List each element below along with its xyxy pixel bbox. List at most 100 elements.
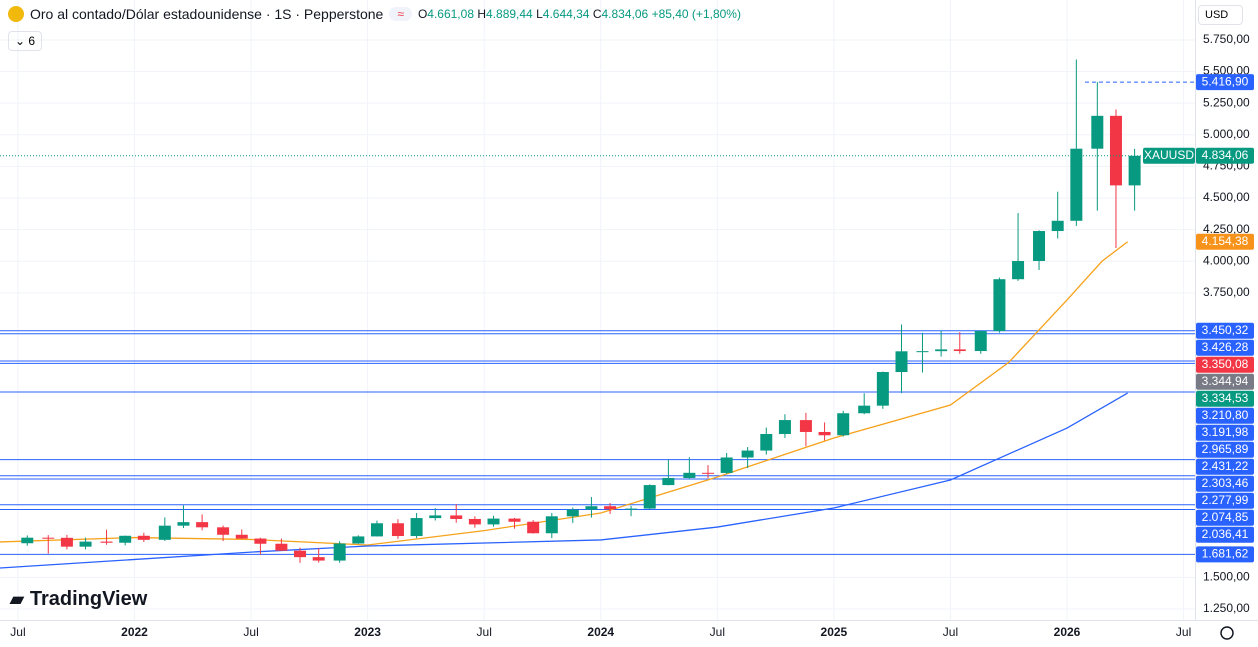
x-tick-label: 2023	[354, 625, 381, 639]
change: +85,40 (+1,80%)	[651, 7, 741, 21]
y-tick-label: 1.250,00	[1203, 601, 1250, 615]
candle-body	[429, 515, 442, 519]
candle-body	[312, 557, 325, 561]
candle-body	[858, 405, 871, 414]
level-label: 3.210,80	[1202, 408, 1249, 422]
candle-body	[468, 518, 481, 525]
candle-body	[1128, 155, 1141, 186]
level-label-bg	[1196, 356, 1254, 373]
x-tick-label: Jul	[1176, 625, 1191, 639]
ma-label-bg	[1196, 233, 1254, 250]
candle-body	[217, 527, 230, 535]
candle-body	[993, 279, 1006, 332]
candle-body	[333, 543, 346, 561]
candle-body	[1109, 115, 1122, 186]
close: 4.834,06	[601, 7, 649, 21]
candle-body	[837, 413, 850, 436]
candle-body	[702, 472, 715, 474]
candle-body	[760, 433, 773, 451]
settings-icon[interactable]	[1220, 626, 1234, 640]
candle-body	[1070, 148, 1083, 221]
level-label: 2.074,85	[1202, 510, 1249, 524]
candle-body	[196, 522, 209, 528]
low: 4.644,34	[542, 7, 590, 21]
candle-body	[158, 525, 171, 540]
level-label: 3.191,98	[1202, 425, 1249, 439]
x-tick-label: Jul	[477, 625, 492, 639]
level-label: 2.303,46	[1202, 476, 1249, 490]
x-tick-label: 2026	[1054, 625, 1081, 639]
candle-body	[1091, 115, 1104, 149]
level-label: 3.426,28	[1202, 340, 1249, 354]
level-label: 3.450,32	[1202, 323, 1249, 337]
candle-body	[662, 477, 675, 486]
level-label: 1.681,62	[1202, 547, 1249, 561]
candle-body	[683, 472, 696, 478]
currency-button[interactable]: USD	[1198, 5, 1244, 25]
candle-body	[1033, 231, 1046, 261]
candle-body	[294, 550, 307, 558]
legend-header: Oro al contado/Dólar estadounidense · 1S…	[8, 6, 741, 22]
candle-body	[100, 541, 113, 543]
candle-body	[352, 536, 365, 544]
brand-logo[interactable]: ▰ TradingView	[10, 588, 147, 611]
candle-body	[137, 535, 150, 540]
x-tick-label: 2024	[587, 625, 614, 639]
y-tick-label: 3.750,00	[1203, 285, 1250, 299]
high-marker-label-bg	[1196, 74, 1254, 91]
candle-body	[876, 372, 889, 406]
level-label-bg	[1196, 526, 1254, 543]
candle-body	[450, 515, 463, 519]
symbol-icon	[8, 6, 24, 22]
candle-body	[585, 506, 598, 510]
symbol-title[interactable]: Oro al contado/Dólar estadounidense · 1S…	[30, 6, 384, 22]
level-label-bg	[1196, 322, 1254, 339]
level-label: 3.334,53	[1202, 391, 1249, 405]
candle-body	[778, 420, 791, 434]
y-tick-label: 5.750,00	[1203, 32, 1250, 46]
candle-body	[1051, 220, 1064, 232]
level-label-bg	[1196, 475, 1254, 492]
candle-body	[545, 516, 558, 534]
plot-area	[0, 0, 1195, 620]
level-label: 3.344,94	[1202, 374, 1249, 388]
y-tick-label: 1.500,00	[1203, 570, 1250, 584]
indicators-toggle[interactable]: ⌄ 6	[8, 31, 43, 51]
candle-body	[916, 351, 929, 353]
candle-body	[370, 523, 383, 537]
symbol-tag: XAUUSD	[1144, 148, 1194, 162]
candle-body	[508, 518, 521, 522]
high: 4.889,44	[486, 7, 533, 21]
y-tick-label: 5.000,00	[1203, 127, 1250, 141]
x-tick-label: Jul	[943, 625, 958, 639]
x-tick-label: Jul	[710, 625, 725, 639]
last-price-label-bg	[1196, 147, 1254, 164]
level-label: 2.036,41	[1202, 527, 1249, 541]
symbol-tag-bg	[1143, 147, 1195, 164]
candle-body	[42, 537, 55, 539]
candle-body	[953, 349, 966, 352]
compare-toggle[interactable]: ≈	[389, 7, 412, 21]
candle-body	[604, 506, 617, 510]
level-label: 2.431,22	[1202, 459, 1249, 473]
candle-body	[410, 518, 423, 537]
y-tick-label: 4.500,00	[1203, 190, 1250, 204]
level-label-bg	[1196, 339, 1254, 356]
x-tick-label: Jul	[10, 625, 25, 639]
x-tick-label: Jul	[243, 625, 258, 639]
logo-mark: ▰	[10, 589, 24, 609]
moving-average	[0, 241, 1129, 546]
indicator-count: 6	[28, 34, 36, 48]
x-tick-label: 2022	[121, 625, 148, 639]
level-label: 2.965,89	[1202, 442, 1249, 456]
last-price-label: 4.834,06	[1202, 148, 1249, 162]
y-tick-label: 5.250,00	[1203, 95, 1250, 109]
level-label-bg	[1196, 390, 1254, 407]
brand-name: TradingView	[29, 588, 148, 610]
candle-body	[818, 431, 831, 436]
candle-body	[391, 523, 404, 537]
moving-average	[0, 392, 1128, 569]
high-marker-label: 5.416,90	[1202, 74, 1249, 88]
